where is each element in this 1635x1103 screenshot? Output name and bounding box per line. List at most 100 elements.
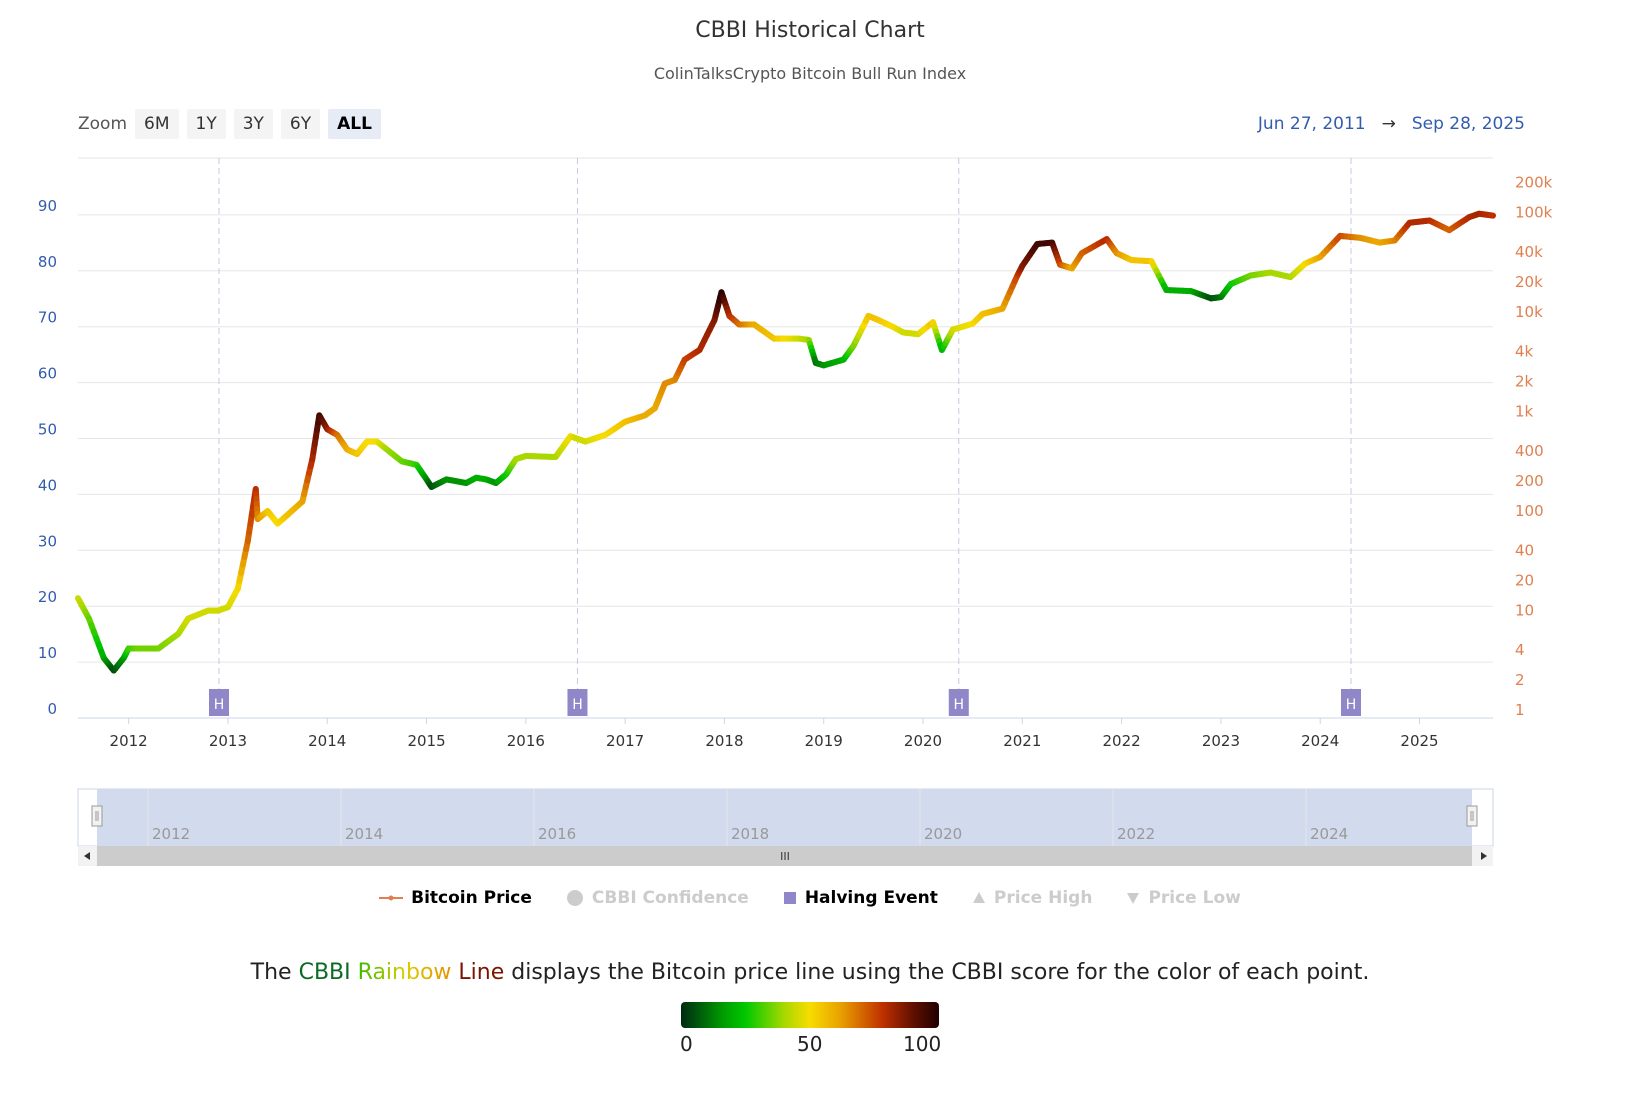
left-axis-tick: 20 (38, 588, 57, 606)
halving-label: H (214, 697, 225, 713)
caption-text: displays the Bitcoin price line using th… (504, 960, 1370, 985)
left-axis-tick: 70 (38, 309, 57, 327)
circle-icon (566, 890, 583, 906)
caption-line: Line (458, 960, 505, 985)
legend: Bitcoin Price CBBI Confidence Halving Ev… (0, 888, 1620, 908)
legend-label: CBBI Confidence (591, 888, 749, 908)
navigator-handle-left[interactable] (91, 805, 103, 827)
navigator-tick: 2012 (152, 825, 190, 843)
zoom-6y-button[interactable]: 6Y (280, 109, 321, 139)
halving-marker (567, 689, 588, 716)
color-scale-label-0: 0 (680, 1032, 693, 1056)
line-marker-icon (379, 895, 404, 901)
right-axis-tick: 40 (1515, 542, 1534, 560)
legend-price-low[interactable]: Price Low (1126, 888, 1241, 908)
scroll-right-icon[interactable] (1481, 852, 1487, 860)
chart-subtitle: ColinTalksCrypto Bitcoin Bull Run Index (653, 64, 967, 83)
halving-label: H (954, 697, 965, 713)
zoom-all-button[interactable]: ALL (328, 109, 381, 139)
navigator-tick: 2018 (731, 825, 769, 843)
halving-label: H (1346, 697, 1357, 713)
scroll-left-icon[interactable] (84, 852, 90, 860)
navigator-selection (97, 789, 1472, 846)
right-axis-tick: 20k (1515, 273, 1543, 291)
x-axis-tick: 2018 (705, 732, 743, 750)
left-axis-tick: 30 (38, 532, 57, 550)
legend-halving-event[interactable]: Halving Event (783, 888, 938, 908)
halving-marker (209, 689, 230, 716)
triangle-up-icon (972, 892, 985, 903)
left-axis-tick: 10 (38, 644, 57, 662)
legend-label: Halving Event (804, 888, 938, 908)
arrow-right-icon: → (1381, 114, 1396, 134)
left-axis-tick: 80 (38, 253, 57, 271)
x-axis-tick: 2025 (1400, 732, 1438, 750)
left-axis-tick: 90 (38, 197, 57, 215)
date-range: Jun 27, 2011 → Sep 28, 2025 (1258, 114, 1525, 134)
x-axis-tick: 2022 (1103, 732, 1141, 750)
right-axis-tick: 100k (1515, 204, 1553, 222)
right-axis-tick: 2k (1515, 373, 1534, 391)
left-axis-tick: 40 (38, 476, 57, 494)
right-axis-tick: 1 (1515, 701, 1525, 719)
right-axis-tick: 40k (1515, 243, 1543, 261)
color-scale-label-100: 100 (903, 1032, 942, 1056)
halving-marker (1341, 689, 1362, 716)
x-axis-tick: 2017 (606, 732, 644, 750)
halving-label: H (572, 697, 583, 713)
caption-cbbi: CBBI (298, 960, 351, 985)
range-from-input[interactable]: Jun 27, 2011 (1257, 114, 1366, 134)
zoom-6m-button[interactable]: 6M (135, 109, 179, 139)
scrollbar-grip: III (780, 850, 790, 863)
chart-title: CBBI Historical Chart (695, 18, 925, 43)
right-axis-tick: 10k (1515, 303, 1543, 321)
halving-marker (948, 689, 969, 716)
navigator-tick: 2014 (345, 825, 383, 843)
right-axis-tick: 4 (1515, 641, 1525, 659)
legend-label: Price Low (1148, 888, 1241, 908)
zoom-selector: Zoom 6M 1Y 3Y 6Y ALL (78, 109, 381, 139)
x-axis-tick: 2019 (805, 732, 843, 750)
range-to-input[interactable]: Sep 28, 2025 (1411, 114, 1525, 134)
navigator-tick: 2024 (1310, 825, 1348, 843)
navigator-tick: 2022 (1117, 825, 1155, 843)
right-axis-tick: 2 (1515, 671, 1525, 689)
zoom-label: Zoom (78, 114, 128, 134)
navigator-handle-right[interactable] (1466, 805, 1478, 827)
x-axis-tick: 2013 (209, 732, 247, 750)
right-axis-tick: 200k (1515, 174, 1553, 192)
zoom-1y-button[interactable]: 1Y (186, 109, 226, 139)
right-axis-tick: 10 (1515, 602, 1534, 620)
navigator-tick: 2020 (924, 825, 962, 843)
right-axis-tick: 20 (1515, 572, 1534, 590)
right-axis-tick: 100 (1515, 502, 1544, 520)
x-axis-tick: 2016 (507, 732, 545, 750)
color-scale-label-50: 50 (797, 1032, 823, 1056)
triangle-down-icon (1127, 893, 1140, 904)
legend-cbbi-confidence[interactable]: CBBI Confidence (566, 888, 749, 908)
zoom-3y-button[interactable]: 3Y (233, 109, 273, 139)
legend-label: Price High (993, 888, 1093, 908)
right-axis-tick: 200 (1515, 472, 1544, 490)
right-axis-tick: 400 (1515, 442, 1544, 460)
x-axis-tick: 2024 (1301, 732, 1339, 750)
navigator-tick: 2016 (538, 825, 576, 843)
x-axis-tick: 2014 (308, 732, 346, 750)
caption-text: The (250, 960, 299, 985)
left-axis-tick: 50 (38, 421, 57, 439)
caption: The CBBI Rainbow Line displays the Bitco… (0, 960, 1620, 985)
legend-bitcoin-price[interactable]: Bitcoin Price (379, 888, 532, 908)
left-axis-tick: 60 (38, 365, 57, 383)
caption-rainbow: Rainbow (357, 960, 452, 985)
x-axis-tick: 2012 (110, 732, 148, 750)
x-axis-tick: 2021 (1003, 732, 1041, 750)
scrollbar-thumb[interactable] (97, 846, 1472, 866)
legend-price-high[interactable]: Price High (972, 888, 1093, 908)
square-icon (783, 892, 796, 904)
left-axis-tick: 0 (47, 700, 57, 718)
x-axis-tick: 2023 (1202, 732, 1240, 750)
right-axis-tick: 1k (1515, 403, 1534, 421)
right-axis-tick: 4k (1515, 343, 1534, 361)
chart-svg: 0 10 20 30 40 50 60 70 80 90 1 2 4 10 20 40 100 200 400 1k 2… (38, 157, 1553, 866)
color-scale-bar (681, 1002, 939, 1028)
